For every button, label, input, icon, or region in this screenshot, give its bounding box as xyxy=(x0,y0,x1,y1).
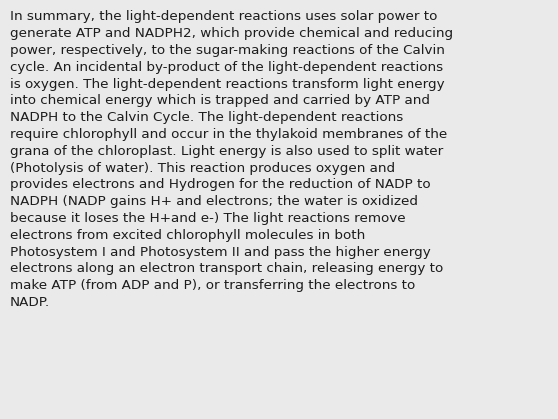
Text: In summary, the light-dependent reactions uses solar power to
generate ATP and N: In summary, the light-dependent reaction… xyxy=(10,10,453,309)
